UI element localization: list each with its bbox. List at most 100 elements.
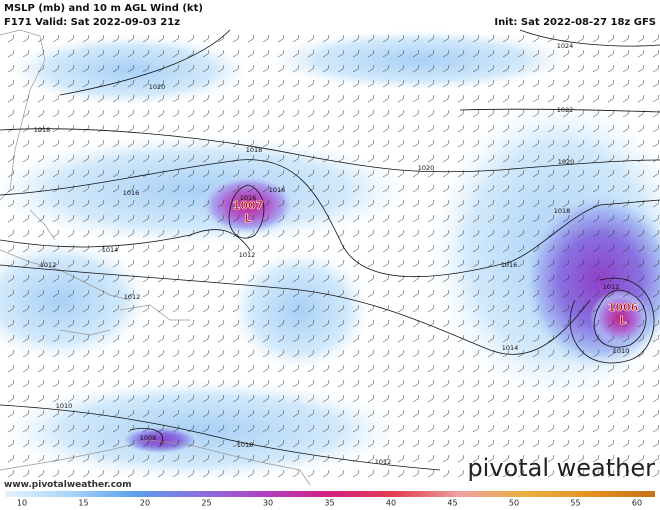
wind-barb bbox=[7, 289, 15, 298]
wind-barb bbox=[112, 439, 120, 448]
wind-barb bbox=[97, 364, 105, 373]
wind-barb bbox=[82, 259, 90, 268]
wind-barb bbox=[52, 169, 60, 178]
wind-barb bbox=[382, 274, 390, 283]
wind-barb bbox=[637, 424, 645, 433]
wind-barb bbox=[97, 289, 105, 298]
wind-barb bbox=[187, 454, 195, 463]
wind-barb bbox=[67, 319, 75, 328]
wind-barb bbox=[412, 49, 420, 58]
wind-barb bbox=[337, 274, 345, 283]
wind-barb bbox=[427, 409, 435, 418]
wind-barb bbox=[547, 394, 555, 403]
wind-barb bbox=[187, 334, 195, 343]
wind-barb bbox=[217, 139, 225, 148]
wind-barb bbox=[547, 409, 555, 418]
wind-barb bbox=[412, 394, 420, 403]
wind-barb bbox=[307, 424, 315, 433]
wind-barb bbox=[67, 184, 75, 193]
wind-barb bbox=[442, 319, 450, 328]
wind-barb bbox=[412, 184, 420, 193]
wind-barb bbox=[22, 304, 30, 313]
wind-barb bbox=[592, 244, 600, 253]
wind-barb bbox=[187, 34, 195, 43]
wind-barb bbox=[547, 349, 555, 358]
wind-barb bbox=[52, 199, 60, 208]
wind-barb bbox=[262, 454, 270, 463]
wind-barb bbox=[622, 214, 630, 223]
wind-barb bbox=[247, 394, 255, 403]
wind-barb bbox=[427, 439, 435, 448]
wind-barb bbox=[142, 244, 150, 253]
wind-barb bbox=[562, 319, 570, 328]
wind-barb bbox=[217, 469, 225, 478]
wind-barb bbox=[277, 289, 285, 298]
watermark: www.pivotalweather.com bbox=[4, 480, 132, 490]
wind-barb bbox=[487, 259, 495, 268]
wind-barb bbox=[457, 439, 465, 448]
wind-barb bbox=[37, 229, 45, 238]
wind-barb bbox=[247, 49, 255, 58]
wind-barb bbox=[37, 244, 45, 253]
wind-barb bbox=[142, 424, 150, 433]
wind-barb bbox=[112, 184, 120, 193]
wind-barb bbox=[607, 64, 615, 73]
wind-barb bbox=[637, 34, 645, 43]
wind-barb bbox=[7, 304, 15, 313]
wind-barb bbox=[7, 139, 15, 148]
wind-barb bbox=[307, 79, 315, 88]
wind-barb bbox=[652, 304, 660, 313]
wind-barb bbox=[292, 244, 300, 253]
wind-barb bbox=[367, 289, 375, 298]
wind-barb bbox=[547, 469, 555, 478]
wind-barb bbox=[172, 34, 180, 43]
wind-barb bbox=[592, 49, 600, 58]
wind-barb bbox=[277, 319, 285, 328]
wind-barb bbox=[397, 154, 405, 163]
wind-barb bbox=[397, 214, 405, 223]
wind-barb bbox=[172, 139, 180, 148]
wind-barb bbox=[202, 199, 210, 208]
wind-barb bbox=[562, 169, 570, 178]
wind-barb bbox=[52, 469, 60, 478]
wind-barb bbox=[382, 409, 390, 418]
wind-barb bbox=[112, 379, 120, 388]
wind-barb bbox=[172, 394, 180, 403]
wind-barb bbox=[352, 94, 360, 103]
wind-barb bbox=[22, 184, 30, 193]
wind-barb bbox=[442, 409, 450, 418]
wind-barb bbox=[532, 259, 540, 268]
wind-barb bbox=[157, 469, 165, 478]
wind-barb bbox=[397, 439, 405, 448]
wind-barb bbox=[352, 469, 360, 478]
wind-barb bbox=[52, 424, 60, 433]
wind-barb bbox=[22, 439, 30, 448]
wind-barb bbox=[637, 274, 645, 283]
wind-barb bbox=[592, 319, 600, 328]
wind-barb bbox=[637, 184, 645, 193]
wind-barb bbox=[367, 259, 375, 268]
wind-barb bbox=[67, 94, 75, 103]
wind-barb bbox=[592, 454, 600, 463]
wind-barb bbox=[142, 469, 150, 478]
wind-barb bbox=[217, 79, 225, 88]
wind-barb bbox=[157, 94, 165, 103]
wind-barb bbox=[382, 184, 390, 193]
wind-barb bbox=[262, 469, 270, 478]
wind-barb bbox=[277, 79, 285, 88]
wind-barb bbox=[322, 154, 330, 163]
wind-barb bbox=[607, 469, 615, 478]
wind-barb bbox=[592, 139, 600, 148]
wind-barb bbox=[397, 244, 405, 253]
wind-barb bbox=[397, 34, 405, 43]
wind-barb bbox=[502, 124, 510, 133]
wind-barb bbox=[382, 109, 390, 118]
wind-barb bbox=[127, 169, 135, 178]
wind-barb bbox=[487, 274, 495, 283]
wind-barb bbox=[232, 109, 240, 118]
wind-barb bbox=[217, 439, 225, 448]
wind-barb bbox=[487, 409, 495, 418]
wind-barb bbox=[52, 319, 60, 328]
colorbar-label: 50 bbox=[509, 499, 519, 508]
wind-barb bbox=[157, 319, 165, 328]
